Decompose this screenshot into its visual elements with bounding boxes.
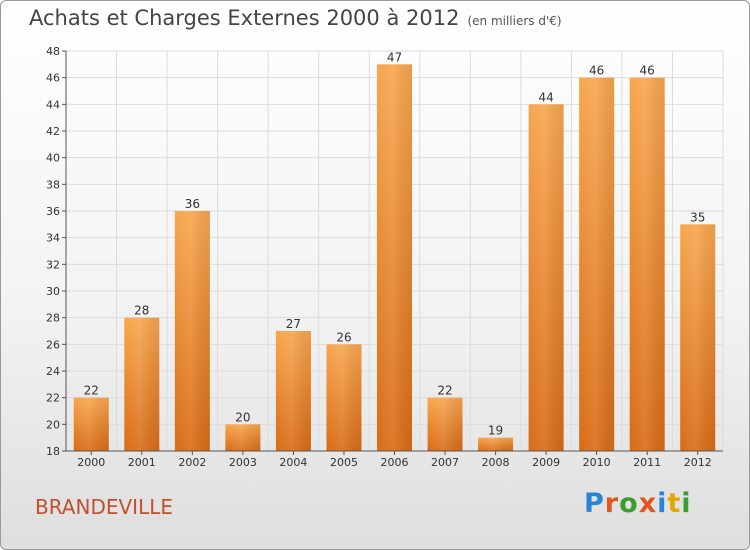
data-label: 35 [690,210,705,224]
y-tick-label: 20 [46,418,60,431]
axes: 18 20 22 24 26 28 30 32 34 36 38 40 42 44 46 48 2000 2001… [46,45,723,469]
chart-title: Achats et Charges Externes 2000 à 2012 (e… [29,6,562,30]
chart-title-text: Achats et Charges Externes 2000 à 2012 [29,6,460,30]
y-tick-label: 46 [46,72,60,85]
bar-highlight [174,211,210,451]
commune-name: BRANDEVILLE [35,495,173,519]
bar-highlight [629,77,665,452]
y-tick-label: 26 [46,338,60,351]
data-label: 47 [387,50,402,64]
y-tick-label: 48 [46,45,60,58]
bars: 22 28 36 20 27 26 47 22 19 44 46 46 35 [73,50,716,452]
data-label: 22 [437,384,452,398]
y-tick-label: 30 [46,285,60,298]
y-tick-label: 28 [46,312,60,325]
logo-letter: P [584,488,605,519]
y-tick-label: 38 [46,178,60,191]
y-tick-label: 40 [46,152,60,165]
data-label: 28 [134,304,149,318]
chart-subtitle: (en milliers d'€) [467,14,562,28]
bar-highlight [377,64,412,452]
x-tick-label: 2005 [330,456,358,469]
data-label: 20 [235,410,250,424]
bar-highlight [680,224,716,451]
y-tick-label: 44 [46,98,60,111]
x-tick-label: 2010 [583,456,611,469]
data-label: 46 [589,64,604,78]
logo-letter: o [619,488,639,519]
bar-highlight [528,104,564,451]
bar-highlight [275,331,311,451]
data-label: 26 [336,330,351,344]
logo-letter: x [638,488,658,519]
data-label: 46 [640,64,655,78]
y-tick-label: 22 [46,392,60,405]
bar-highlight [427,397,463,451]
bar-highlight [478,437,514,451]
bar-highlight [73,397,109,451]
bar-highlight [579,77,615,452]
y-tick-label: 34 [46,232,60,245]
x-tick-label: 2002 [178,456,206,469]
logo-letter: i [657,488,668,519]
proxiti-logo: Proxiti [584,488,692,519]
bar-highlight [326,344,362,451]
data-label: 22 [84,384,99,398]
data-label: 44 [538,90,553,104]
logo-letter: i [681,488,692,519]
data-label: 27 [286,317,301,331]
x-tick-label: 2008 [482,456,510,469]
x-tick-label: 2006 [381,456,409,469]
x-tick-label: 2007 [431,456,459,469]
x-tick-label: 2000 [77,456,105,469]
x-tick-label: 2012 [684,456,712,469]
y-tick-label: 36 [46,205,60,218]
x-tick-label: 2009 [532,456,560,469]
bar-highlight [225,424,261,451]
x-tick-label: 2001 [128,456,156,469]
x-tick-label: 2003 [229,456,257,469]
bar-highlight [124,317,160,451]
logo-letter: t [667,488,682,519]
y-tick-label: 18 [46,445,60,458]
logo-letter: r [604,488,620,519]
x-tick-label: 2004 [279,456,307,469]
y-tick-label: 42 [46,125,60,138]
y-tick-label: 24 [46,365,60,378]
data-label: 36 [185,197,200,211]
x-tick-label: 2011 [633,456,661,469]
y-tick-label: 32 [46,258,60,271]
data-label: 19 [488,424,503,438]
